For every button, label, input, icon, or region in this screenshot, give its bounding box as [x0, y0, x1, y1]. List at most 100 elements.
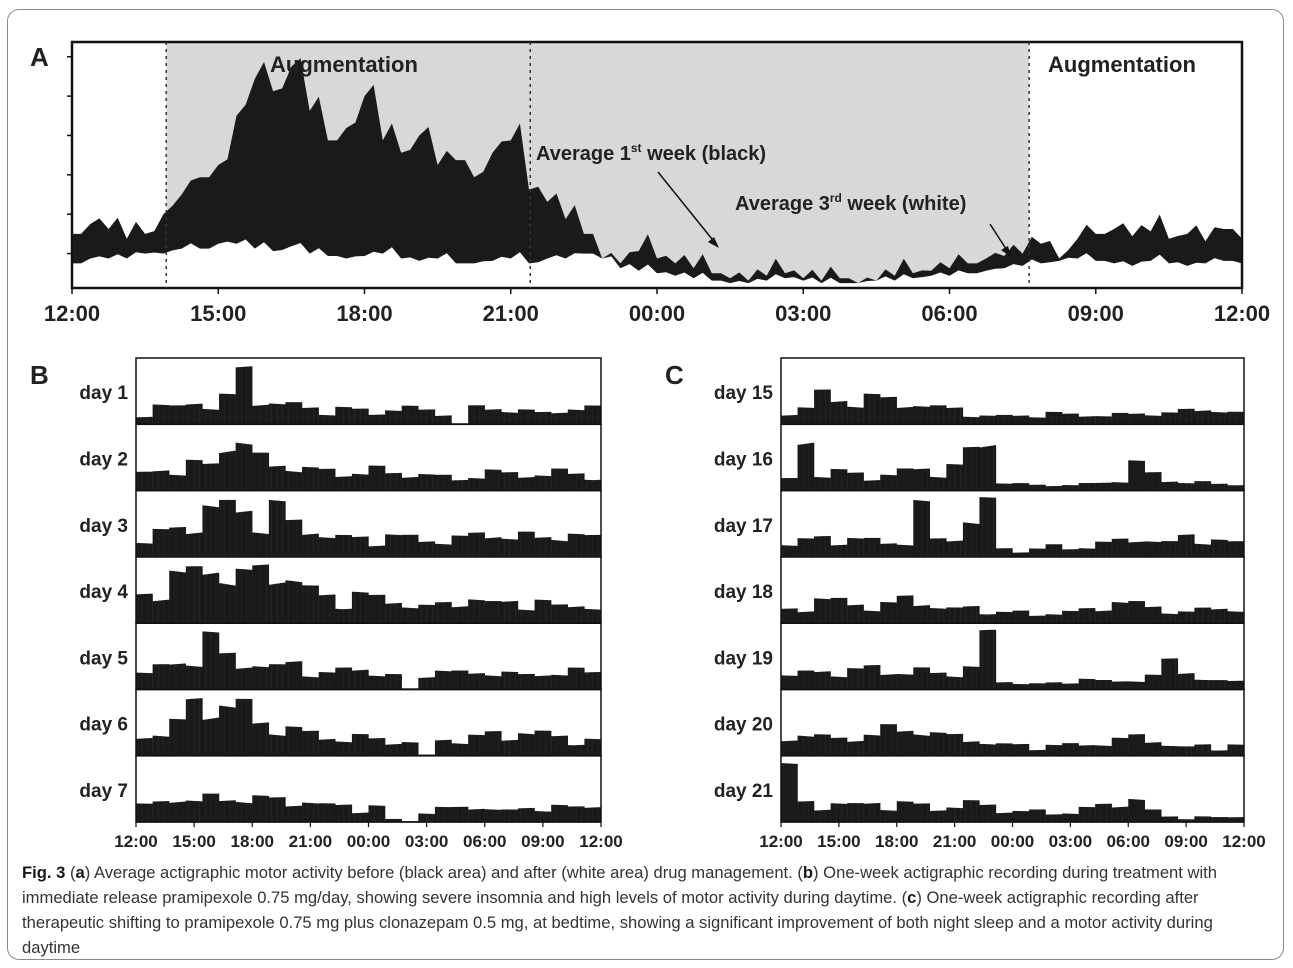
panel-c-row-3-bar	[905, 545, 908, 557]
panel-c-row-1-bar	[1224, 412, 1228, 425]
panel-c-row-2-bar	[1073, 485, 1077, 491]
panel-b-row-5-bar	[598, 671, 602, 690]
panel-b-row-7-bar	[371, 805, 375, 823]
panel-c-row-6-bar	[993, 744, 997, 756]
panel-b-row-7-bar	[551, 804, 555, 823]
panel-b-row-7-bar	[158, 801, 162, 823]
panel-c-row-5-bar	[1114, 681, 1118, 690]
panel-c-row-5-bar	[1210, 680, 1214, 690]
panel-b-row-1-bar	[542, 411, 546, 425]
panel-c-row-3-bar	[932, 538, 936, 557]
panel-b-row-1-bar	[166, 405, 170, 425]
panel-c-row-5-bar	[907, 674, 911, 690]
panel-b-row-5-bar	[454, 670, 458, 690]
panel-c-row-7-bar	[1194, 816, 1198, 823]
panel-c-row-5-bar	[949, 676, 953, 690]
panel-b-row-7-bar	[191, 800, 195, 823]
panel-c-row-3-bar	[1241, 541, 1245, 557]
panel-b-row-1-bar	[315, 407, 319, 425]
panel-b-row-7-bar	[462, 806, 466, 823]
panel-b-row-1-bar	[390, 410, 394, 425]
panel-b-row-1-bar	[160, 404, 164, 425]
panel-b-row-6-bar	[562, 735, 566, 756]
annotation-week-3-arrow	[989, 223, 1009, 253]
panel-b-row-1-bar	[362, 408, 366, 425]
panel-b-row-3-bar	[304, 534, 308, 557]
panel-c-row-4-bar	[1153, 606, 1157, 624]
panel-c-row-2-bar	[1103, 482, 1107, 491]
panel-c-row-4-bar	[1059, 614, 1063, 624]
panel-c-row-1-bar	[1042, 417, 1046, 425]
panel-b-row-2-bar	[288, 471, 292, 491]
panel-a-x-tick-label-2: 18:00	[336, 301, 392, 326]
panel-b-row-label-1: day 1	[79, 383, 128, 404]
panel-c-row-3-bar	[1026, 552, 1030, 557]
panel-c-row-7-bar	[855, 803, 859, 823]
panel-c-row-1-bar	[783, 415, 787, 425]
panel-c-row-6-bar	[1136, 734, 1140, 756]
panel-c-row-5-bar	[951, 676, 955, 690]
panel-b-row-6-bar	[396, 744, 400, 756]
panel-c-row-2-bar	[877, 480, 881, 491]
panel-b-row-7-bar	[315, 803, 319, 823]
panel-b-row-4-bar	[567, 607, 571, 624]
panel-c-row-1-bar	[1100, 416, 1104, 425]
panel-b-row-5-bar	[299, 661, 303, 690]
panel-b-row-5-bar	[216, 632, 220, 690]
panel-c-row-5-bar	[1224, 680, 1228, 690]
panel-c-row-4-bar	[816, 598, 820, 624]
panel-c-row-3-bar	[1186, 534, 1190, 557]
panel-b-row-6-bar	[277, 735, 281, 756]
panel-b-row-3-bar	[147, 543, 151, 557]
panel-b-row-2-bar	[526, 477, 530, 491]
panel-c-row-6-bar	[965, 741, 969, 756]
panel-c-x-tick-label-4: 00:00	[991, 832, 1034, 851]
panel-b-row-6-bar	[473, 734, 477, 756]
panel-c-row-1-bar	[990, 415, 994, 425]
panel-c-row-2-bar	[932, 477, 936, 491]
panel-b-row-3-bar	[307, 534, 311, 557]
panel-b-row-2-bar	[462, 480, 466, 491]
panel-b-row-4-bar	[174, 571, 178, 624]
panel-c-row-2-bar	[957, 464, 961, 491]
panel-c-row-7-bar	[971, 800, 975, 823]
panel-c-row-7-bar	[1136, 799, 1140, 823]
panel-c-row-2-bar	[1191, 483, 1195, 491]
panel-b-row-6-bar	[581, 744, 585, 756]
panel-b-row-6-bar	[238, 698, 242, 756]
panel-c-row-1-bar	[805, 407, 809, 425]
panel-b-row-3-bar	[459, 535, 463, 557]
panel-b-row-4-bar	[592, 609, 596, 624]
panel-c-row-7-bar	[1213, 817, 1217, 823]
panel-c-row-6-bar	[1078, 745, 1082, 756]
panel-b-row-2-bar	[529, 477, 533, 491]
panel-b-row-3-bar	[540, 537, 544, 557]
panel-b-row-5-bar	[556, 675, 560, 690]
panel-b-row-4-bar	[221, 583, 225, 624]
panel-c-row-2-bar	[1048, 486, 1052, 491]
panel-b-row-3-bar	[598, 534, 602, 557]
panel-b-row-5-bar	[166, 664, 170, 690]
panel-c-row-2-bar	[984, 446, 988, 491]
panel-c-row-6-bar	[880, 724, 884, 756]
panel-c-row-7-bar	[1172, 816, 1176, 823]
panel-b-row-3-bar	[531, 531, 535, 557]
panel-b-row-3-bar	[481, 532, 485, 557]
panel-b-row-6-bar	[448, 739, 452, 756]
panel-c-row-7-bar	[1064, 813, 1068, 823]
panel-c-row-3-bar	[1205, 544, 1209, 557]
panel-b-row-2-bar	[185, 459, 189, 491]
panel-b-row-5-bar	[567, 667, 571, 690]
panel-c-row-2-bar	[1131, 460, 1134, 491]
panel-c-row-1-bar	[1114, 412, 1118, 425]
panel-b-row-7-bar	[504, 809, 508, 823]
panel-c-row-6-bar	[847, 741, 851, 756]
panel-b-row-7-bar	[448, 807, 452, 823]
panel-b-row-3-bar	[238, 512, 242, 557]
panel-b-row-1-bar	[324, 415, 328, 425]
panel-c-row-1-bar	[803, 407, 807, 425]
panel-b-row-3-bar	[504, 538, 508, 557]
panel-c-row-1-bar	[1037, 417, 1041, 425]
panel-c-row-2-bar	[949, 464, 953, 491]
panel-b-row-5-bar	[174, 664, 178, 690]
